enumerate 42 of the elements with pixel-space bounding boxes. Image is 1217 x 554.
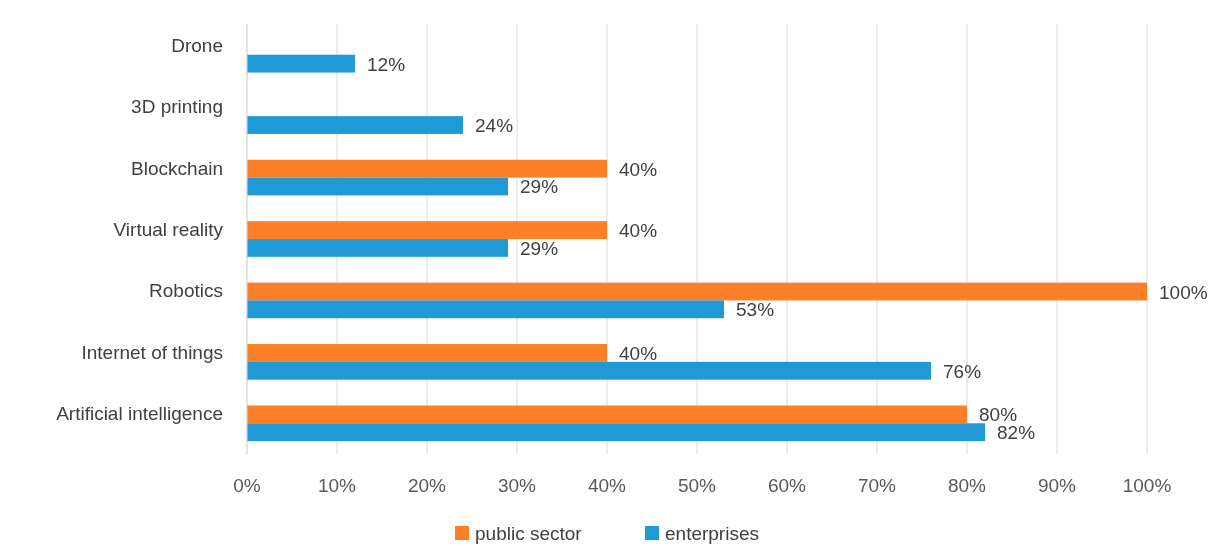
bar bbox=[247, 405, 967, 424]
bar bbox=[247, 116, 463, 134]
data-label: 24% bbox=[475, 115, 514, 137]
bar bbox=[247, 300, 724, 319]
x-tick-label: 70% bbox=[857, 475, 897, 496]
x-tick-label: 50% bbox=[677, 475, 717, 496]
bar bbox=[247, 54, 355, 73]
x-tick-label: 30% bbox=[497, 475, 537, 496]
bar bbox=[247, 361, 931, 380]
y-tick-label: Artificial intelligence bbox=[56, 403, 223, 425]
bar bbox=[247, 344, 607, 362]
data-label: 100% bbox=[1159, 281, 1208, 303]
data-label: 53% bbox=[736, 299, 775, 321]
bar bbox=[247, 239, 508, 257]
legend-label: public sector bbox=[475, 523, 583, 544]
bar bbox=[247, 221, 607, 239]
x-tick-label: 80% bbox=[947, 475, 987, 496]
y-tick-label: Blockchain bbox=[131, 157, 223, 179]
data-label: 29% bbox=[520, 237, 559, 259]
data-label: 40% bbox=[619, 342, 658, 364]
x-tick-label: 10% bbox=[317, 475, 357, 496]
x-tick-label: 60% bbox=[767, 475, 807, 496]
x-tick-label: 0% bbox=[233, 475, 261, 496]
x-tick-label: 20% bbox=[407, 475, 447, 496]
x-tick-label: 90% bbox=[1037, 475, 1077, 496]
y-tick-label: Robotics bbox=[149, 280, 223, 302]
x-tick-label: 100% bbox=[1122, 475, 1172, 496]
bar bbox=[247, 423, 985, 442]
data-label: 29% bbox=[520, 176, 559, 198]
data-label: 40% bbox=[619, 220, 658, 242]
x-tick-label: 40% bbox=[587, 475, 627, 496]
y-tick-label: Internet of things bbox=[81, 341, 223, 363]
y-tick-label: Virtual reality bbox=[113, 219, 224, 240]
y-tick-label: Drone bbox=[171, 34, 223, 56]
legend-label: enterprises bbox=[665, 523, 759, 544]
y-tick-label: 3D printing bbox=[131, 96, 223, 118]
data-label: 76% bbox=[943, 360, 982, 382]
data-label: 40% bbox=[619, 158, 658, 180]
bar bbox=[247, 177, 508, 196]
bar bbox=[247, 159, 607, 178]
bar bbox=[247, 282, 1147, 301]
data-label: 12% bbox=[367, 53, 406, 75]
